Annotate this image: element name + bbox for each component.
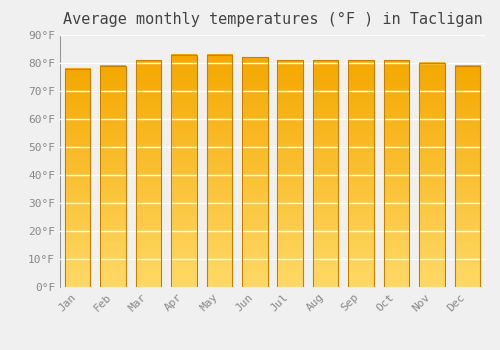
Bar: [136, 60, 162, 287]
Bar: [419, 63, 444, 287]
Bar: [171, 55, 196, 287]
Bar: [206, 55, 232, 287]
Bar: [454, 66, 480, 287]
Bar: [278, 60, 303, 287]
Bar: [454, 66, 480, 287]
Bar: [100, 66, 126, 287]
Bar: [65, 69, 90, 287]
Bar: [278, 60, 303, 287]
Bar: [206, 55, 232, 287]
Bar: [348, 60, 374, 287]
Bar: [313, 60, 338, 287]
Bar: [242, 57, 268, 287]
Bar: [313, 60, 338, 287]
Bar: [171, 55, 196, 287]
Bar: [419, 63, 444, 287]
Bar: [348, 60, 374, 287]
Title: Average monthly temperatures (°F ) in Tacligan: Average monthly temperatures (°F ) in Ta…: [62, 12, 482, 27]
Bar: [65, 69, 90, 287]
Bar: [384, 60, 409, 287]
Bar: [242, 57, 268, 287]
Bar: [100, 66, 126, 287]
Bar: [136, 60, 162, 287]
Bar: [384, 60, 409, 287]
